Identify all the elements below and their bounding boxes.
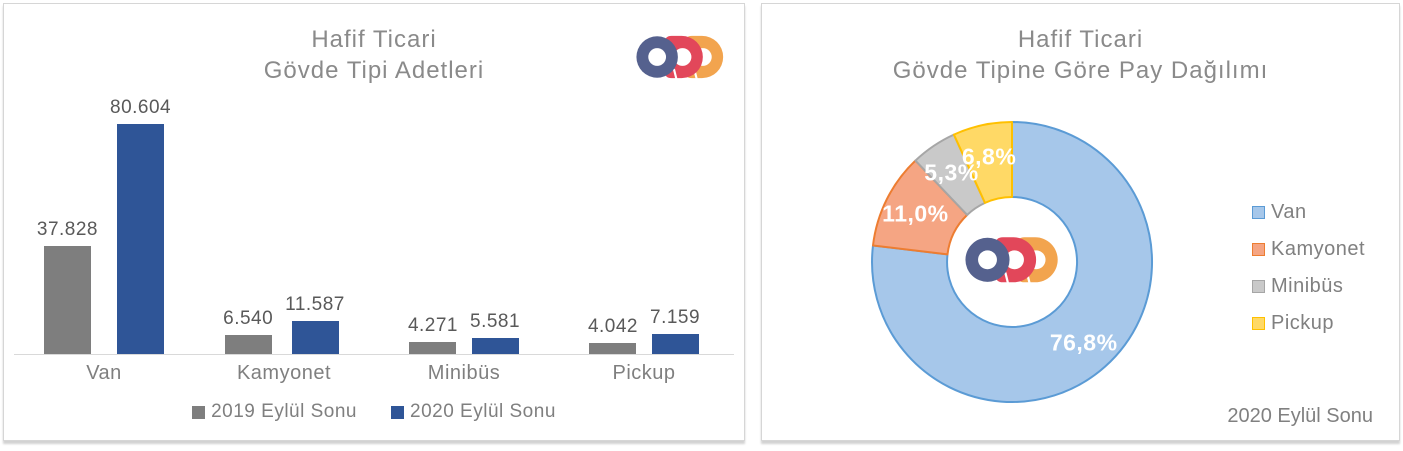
bar-kamyonet-2019 — [224, 335, 272, 354]
bar-minibüs-2019 — [409, 341, 457, 354]
legend-item-van: Van — [1252, 201, 1365, 224]
donut-chart-title-line2: Gövde Tipine Göre Pay Dağılımı — [892, 57, 1269, 85]
legend-item-minibüs: Minibüs — [1252, 275, 1365, 298]
legend-label: Kamyonet — [1271, 238, 1366, 260]
donut-chart-title: Hafif Ticari Gövde Tipine Göre Pay Dağıl… — [762, 24, 1399, 86]
legend-item-kamyonet: Kamyonet — [1252, 238, 1365, 261]
bar-minibüs-2020 — [471, 338, 519, 354]
donut-footnote: 2020 Eylül Sonu — [1227, 405, 1373, 427]
bar-van-2019 — [43, 246, 91, 354]
bar-with-label: 7.159 — [650, 307, 700, 354]
bar-value-label: 5.581 — [470, 311, 521, 333]
bar-pickup-2019 — [589, 342, 637, 354]
category-label-van: Van — [86, 362, 122, 384]
bar-plot-area: 37.828 80.604 6.540 11.587 4.271 5.581 4.042 7.… — [14, 88, 734, 355]
legend-label: 2020 Eylül Sonu — [410, 401, 556, 422]
legend-label: Pickup — [1271, 312, 1335, 334]
donut-chart-panel: Hafif Ticari Gövde Tipine Göre Pay Dağıl… — [761, 3, 1400, 441]
legend-item-2019: 2019 Eylül Sonu — [192, 401, 357, 423]
donut-percent-label-minibüs: 5,3% — [924, 160, 978, 186]
bar-with-label: 4.271 — [408, 315, 458, 354]
bar-value-label: 4.271 — [407, 314, 458, 336]
legend-item-pickup: Pickup — [1252, 312, 1365, 335]
bar-chart-legend: 2019 Eylül Sonu 2020 Eylül Sonu — [14, 401, 734, 423]
bar-chart-panel: Hafif Ticari Gövde Tipi Adetleri 37.828 8… — [3, 3, 745, 441]
legend-swatch-icon — [1252, 280, 1265, 293]
category-label-minibüs: Minibüs — [427, 362, 501, 384]
bar-with-label: 5.581 — [470, 311, 520, 354]
bar-van-2020 — [117, 124, 165, 354]
bar-value-label: 6.540 — [223, 308, 274, 330]
legend-label: 2019 Eylül Sonu — [211, 401, 357, 422]
legend-swatch-icon — [1252, 243, 1265, 256]
odd-logo — [965, 237, 1058, 284]
bar-category-axis: Van Kamyonet Minibüs Pickup — [14, 362, 734, 385]
bar-with-label: 80.604 — [110, 97, 171, 354]
legend-swatch-icon — [391, 405, 404, 419]
bar-chart-title-line2: Gövde Tipi Adetleri — [263, 57, 485, 85]
bar-with-label: 37.828 — [37, 219, 98, 354]
odd-logo — [636, 29, 724, 85]
bar-chart-title-line1: Hafif Ticari — [311, 26, 437, 53]
bar-group-kamyonet: 6.540 11.587 — [194, 294, 374, 354]
donut-percent-label-kamyonet: 11,0% — [882, 201, 948, 227]
bar-value-label: 80.604 — [110, 97, 172, 118]
legend-label: Van — [1271, 201, 1307, 223]
category-label-kamyonet: Kamyonet — [236, 362, 332, 384]
bar-chart: 37.828 80.604 6.540 11.587 4.271 5.581 4.042 7.… — [14, 88, 734, 423]
bar-with-label: 11.587 — [285, 294, 345, 354]
bar-kamyonet-2020 — [291, 320, 339, 354]
bar-with-label: 4.042 — [587, 315, 638, 354]
legend-item-2020: 2020 Eylül Sonu — [391, 401, 556, 423]
donut-slice-pickup — [952, 120, 1013, 204]
bar-with-label: 6.540 — [223, 308, 273, 354]
legend-swatch-icon — [1252, 317, 1265, 330]
bar-group-minibüs: 4.271 5.581 — [374, 311, 554, 354]
bar-chart-title: Hafif Ticari Gövde Tipi Adetleri — [4, 24, 744, 86]
donut-percent-label-pickup: 6,8% — [962, 144, 1016, 170]
bar-value-label: 11.587 — [285, 293, 345, 315]
bar-group-pickup: 4.042 7.159 — [554, 307, 734, 354]
legend-label: Minibüs — [1271, 275, 1344, 297]
bar-value-label: 4.042 — [587, 315, 638, 337]
donut-chart: 76,8% 11,0% 5,3%6,8% — [871, 120, 1153, 403]
donut-chart-title-line1: Hafif Ticari — [1017, 26, 1144, 53]
legend-swatch-icon — [192, 405, 206, 419]
donut-chart-legend: Van Kamyonet Minibüs Pickup — [1252, 201, 1365, 335]
legend-swatch-icon — [1252, 206, 1265, 219]
bar-value-label: 7.159 — [650, 306, 701, 328]
category-label-pickup: Pickup — [612, 362, 676, 384]
bar-group-van: 37.828 80.604 — [14, 97, 194, 354]
donut-percent-label-van: 76,8% — [1050, 330, 1118, 356]
donut-slice-van — [871, 121, 1153, 403]
bar-pickup-2020 — [651, 333, 699, 354]
bar-value-label: 37.828 — [36, 219, 98, 241]
